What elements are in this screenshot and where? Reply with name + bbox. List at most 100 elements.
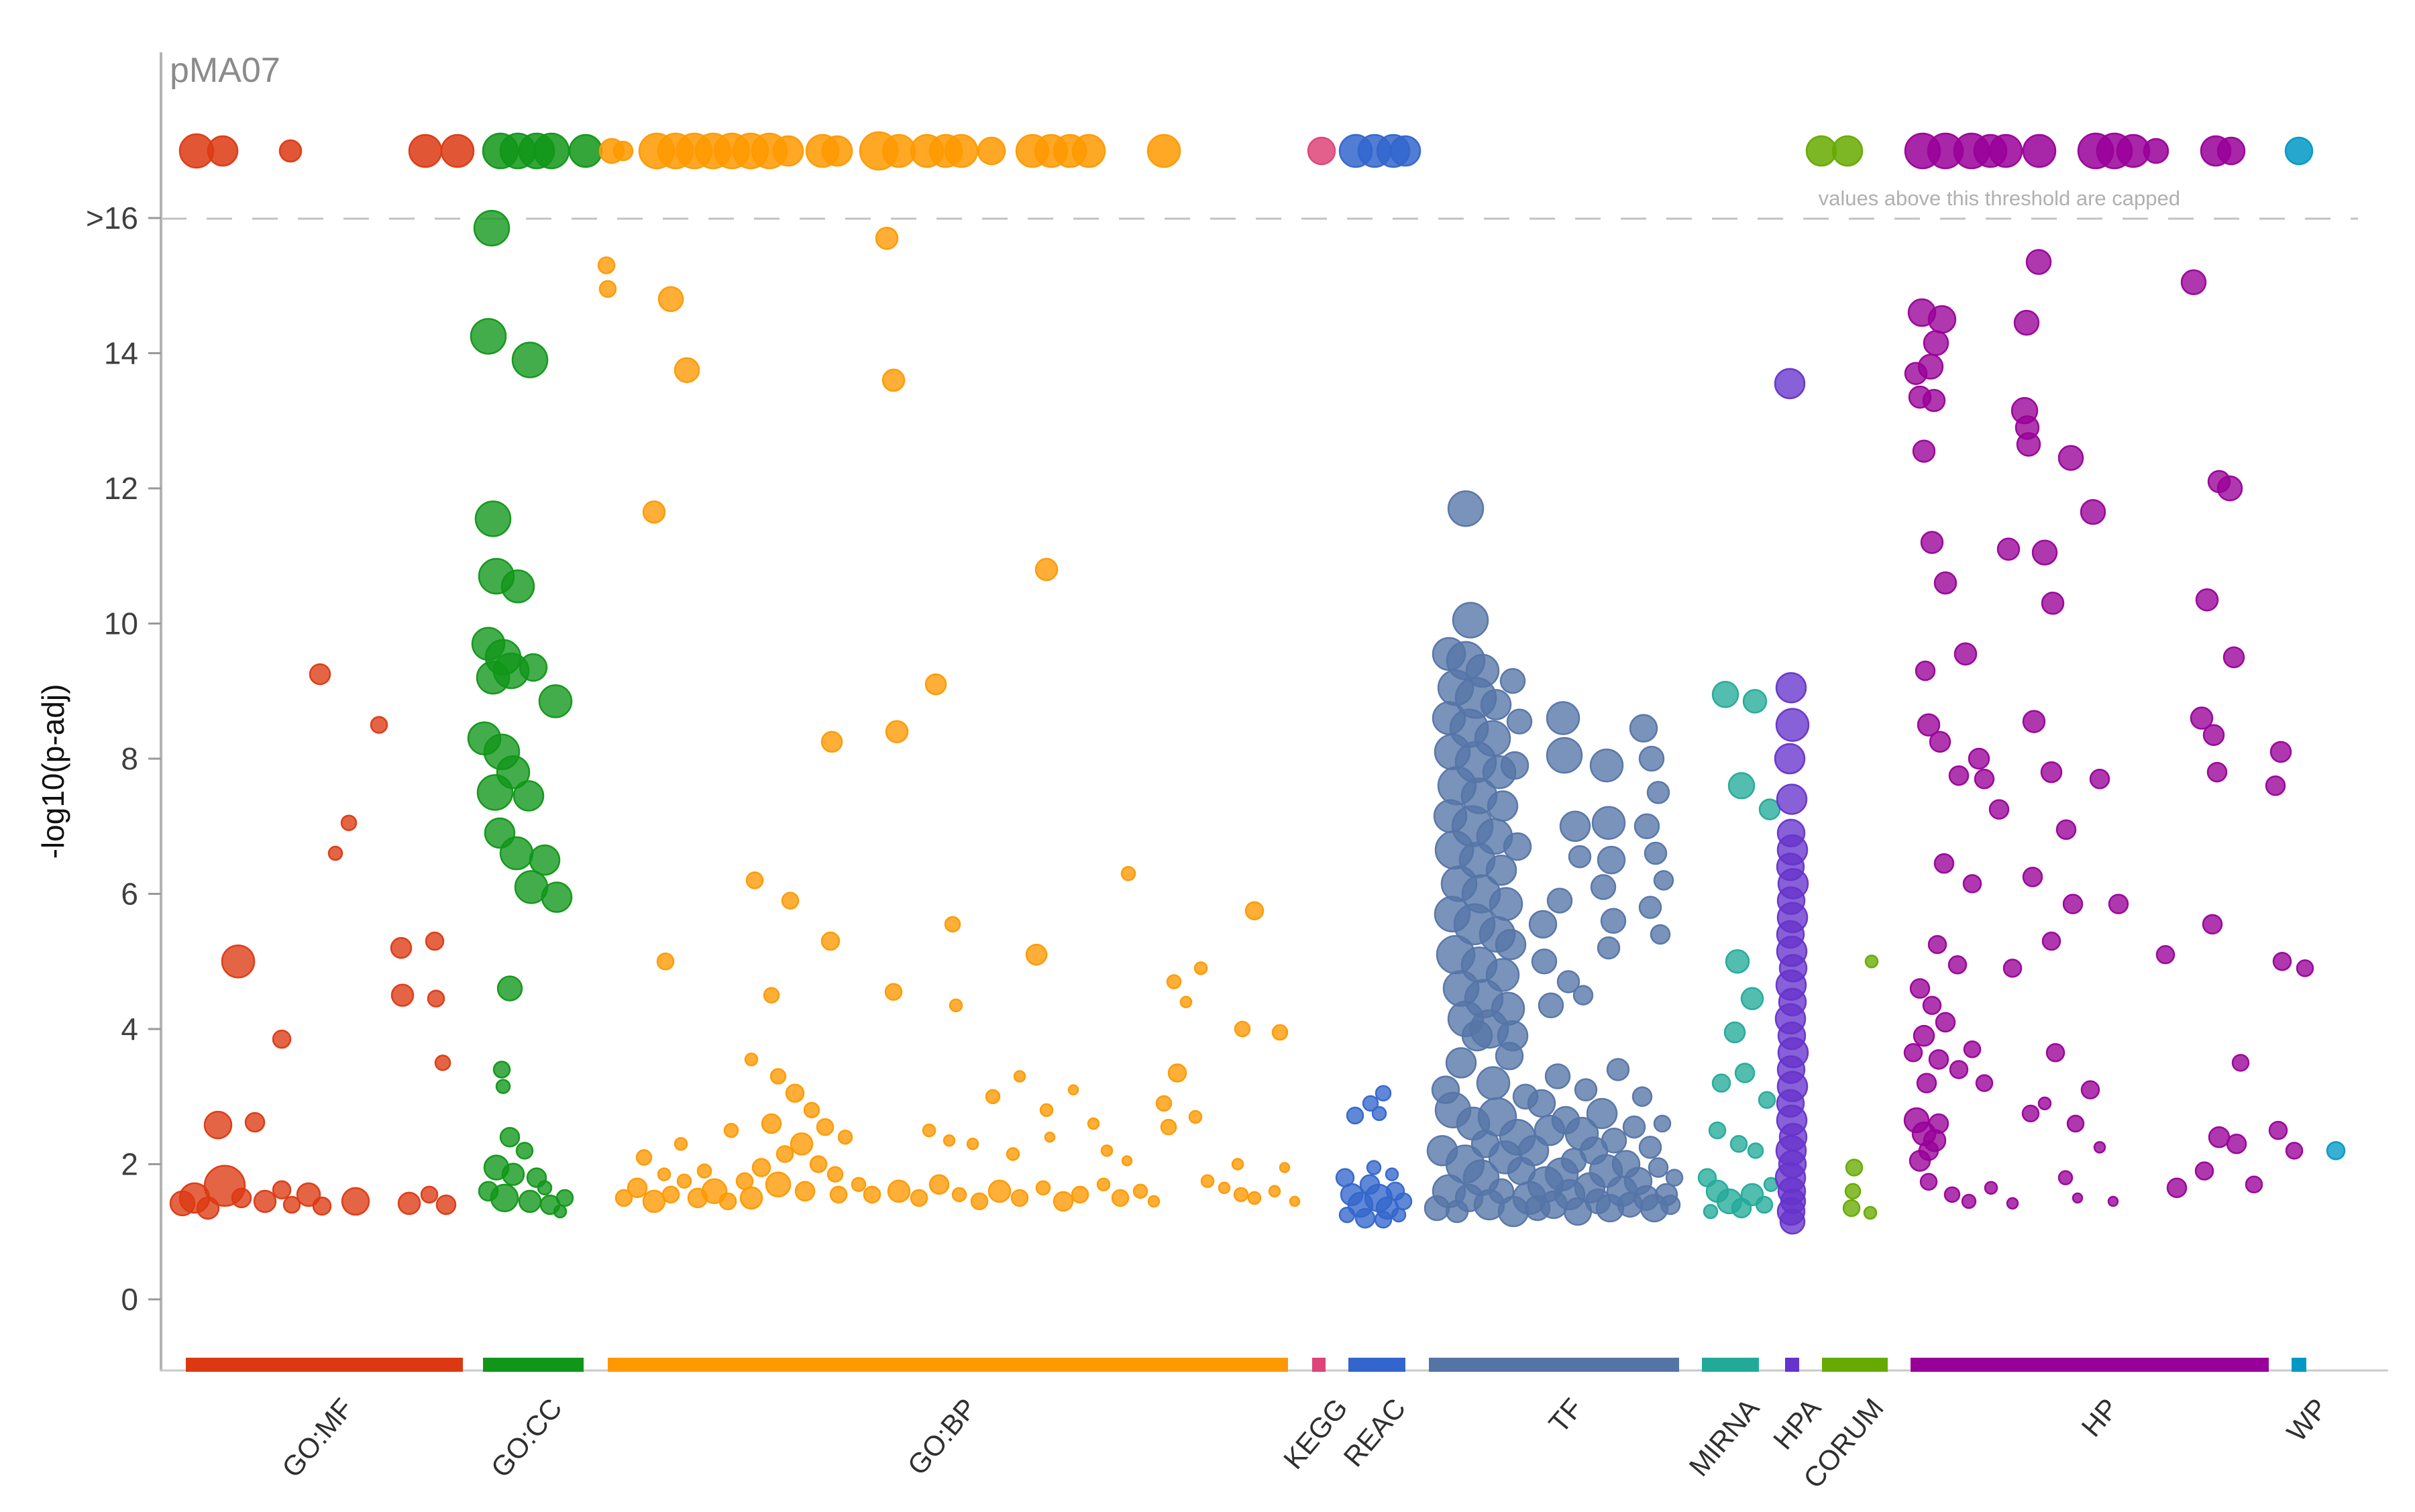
data-point[interactable]: [1601, 1127, 1627, 1154]
data-point[interactable]: [1268, 1185, 1281, 1198]
data-point[interactable]: [1776, 784, 1808, 815]
data-point[interactable]: [2296, 959, 2314, 977]
data-point[interactable]: [1917, 713, 1941, 737]
data-point[interactable]: [1961, 1193, 1977, 1209]
data-point[interactable]: [425, 931, 445, 951]
capped-data-point[interactable]: [1071, 133, 1106, 168]
data-point[interactable]: [922, 1123, 936, 1138]
data-point[interactable]: [1362, 1095, 1379, 1112]
data-point[interactable]: [1546, 701, 1580, 735]
data-point[interactable]: [1487, 790, 1519, 822]
capped-data-point[interactable]: [440, 133, 475, 168]
data-point[interactable]: [657, 286, 684, 313]
data-point[interactable]: [1711, 681, 1739, 708]
data-point[interactable]: [537, 1180, 553, 1196]
data-point[interactable]: [2022, 710, 2046, 733]
data-point[interactable]: [282, 1195, 301, 1214]
data-point[interactable]: [1909, 1150, 1931, 1172]
data-point[interactable]: [2002, 959, 2023, 978]
data-point[interactable]: [169, 1190, 196, 1217]
capped-data-point[interactable]: [1988, 133, 2023, 168]
data-point[interactable]: [1452, 602, 1489, 639]
data-point[interactable]: [1922, 388, 1946, 413]
data-point[interactable]: [2041, 931, 2061, 951]
data-point[interactable]: [470, 318, 507, 355]
data-point[interactable]: [1528, 910, 1558, 939]
data-point[interactable]: [1947, 955, 1968, 975]
data-point[interactable]: [803, 1101, 820, 1119]
data-point[interactable]: [1289, 1195, 1301, 1207]
category-strip-kegg[interactable]: [1312, 1358, 1326, 1372]
data-point[interactable]: [1179, 995, 1193, 1008]
data-point[interactable]: [511, 341, 549, 378]
category-strip-hpa[interactable]: [1785, 1358, 1799, 1372]
data-point[interactable]: [1132, 1183, 1148, 1199]
data-point[interactable]: [1903, 1043, 1923, 1063]
capped-data-point[interactable]: [821, 135, 853, 167]
data-point[interactable]: [1087, 1117, 1100, 1130]
data-point[interactable]: [809, 1155, 828, 1173]
data-point[interactable]: [1758, 1091, 1776, 1110]
data-point[interactable]: [1244, 901, 1265, 920]
data-point[interactable]: [1591, 806, 1626, 840]
data-point[interactable]: [1775, 708, 1810, 742]
data-point[interactable]: [390, 983, 415, 1007]
data-point[interactable]: [1933, 853, 1955, 874]
data-point[interactable]: [1586, 1097, 1618, 1130]
data-point[interactable]: [495, 1079, 511, 1094]
data-point[interactable]: [1928, 1049, 1949, 1070]
data-point[interactable]: [500, 569, 535, 604]
data-point[interactable]: [751, 1158, 771, 1177]
data-point[interactable]: [656, 953, 675, 971]
data-point[interactable]: [390, 936, 413, 959]
data-point[interactable]: [1013, 1070, 1026, 1083]
data-point[interactable]: [1633, 813, 1660, 839]
data-point[interactable]: [769, 1068, 787, 1085]
data-point[interactable]: [1929, 731, 1951, 753]
data-point[interactable]: [1912, 439, 1936, 463]
data-point[interactable]: [881, 368, 906, 392]
data-point[interactable]: [499, 1126, 521, 1148]
data-point[interactable]: [1974, 768, 1995, 790]
data-point[interactable]: [473, 209, 511, 247]
data-point[interactable]: [1485, 854, 1517, 886]
data-point[interactable]: [863, 1185, 881, 1204]
data-point[interactable]: [2080, 499, 2106, 525]
data-point[interactable]: [340, 814, 358, 831]
data-point[interactable]: [1495, 928, 1527, 961]
data-point[interactable]: [1034, 557, 1059, 582]
data-point[interactable]: [541, 881, 573, 913]
data-point[interactable]: [2055, 819, 2077, 841]
capped-data-point[interactable]: [977, 136, 1006, 166]
data-point[interactable]: [2057, 1170, 2074, 1185]
data-point[interactable]: [1723, 1021, 1746, 1044]
data-point[interactable]: [1660, 1194, 1681, 1216]
data-point[interactable]: [744, 1052, 759, 1067]
data-point[interactable]: [1653, 1114, 1672, 1133]
data-point[interactable]: [1916, 1073, 1937, 1093]
data-point[interactable]: [949, 998, 963, 1012]
data-point[interactable]: [1010, 1189, 1029, 1207]
data-point[interactable]: [1758, 798, 1781, 820]
data-point[interactable]: [1845, 1158, 1864, 1177]
data-point[interactable]: [2265, 775, 2286, 796]
data-point[interactable]: [2016, 432, 2041, 457]
data-point[interactable]: [476, 660, 511, 695]
data-point[interactable]: [203, 1110, 233, 1140]
data-point[interactable]: [1734, 1063, 1756, 1083]
data-point[interactable]: [1740, 987, 1764, 1010]
data-point[interactable]: [1556, 970, 1580, 993]
data-point[interactable]: [2013, 309, 2040, 336]
data-point[interactable]: [781, 892, 800, 910]
data-point[interactable]: [1774, 368, 1806, 400]
data-point[interactable]: [826, 1166, 844, 1183]
data-point[interactable]: [794, 1181, 816, 1202]
data-point[interactable]: [1160, 1118, 1177, 1136]
data-point[interactable]: [1775, 671, 1807, 704]
data-point[interactable]: [2166, 1177, 2188, 1199]
data-point[interactable]: [2245, 1175, 2263, 1193]
data-point[interactable]: [1538, 992, 1564, 1018]
data-point[interactable]: [1546, 887, 1573, 914]
capped-data-point[interactable]: [2284, 136, 2314, 166]
data-point[interactable]: [1644, 841, 1668, 865]
